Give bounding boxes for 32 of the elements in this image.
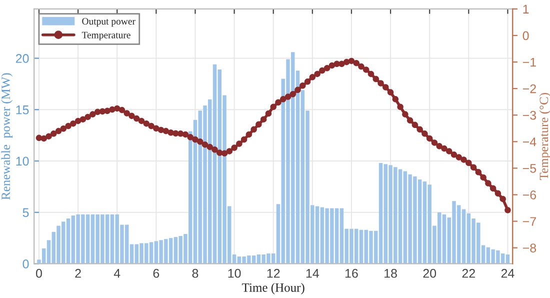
y2-tick-label: −6 xyxy=(522,190,536,200)
x-tick-label: 20 xyxy=(423,268,436,278)
y2-tick-label: −1 xyxy=(522,58,536,67)
y2-tick-label: −8 xyxy=(522,244,536,252)
y2-tick-label: 1 xyxy=(523,4,529,14)
y-axis-title: Renewable power (MW) xyxy=(1,73,13,200)
legend-label: Temperature xyxy=(82,32,130,40)
y-tick-label: 10 xyxy=(16,156,29,166)
y2-tick-label: −2 xyxy=(522,84,536,94)
x-axis-title: Time (Hour) xyxy=(242,283,304,294)
y2-tick-label: −4 xyxy=(522,138,536,146)
x-tick-label: 4 xyxy=(114,269,120,278)
x-tick-label: 8 xyxy=(192,268,198,278)
x-tick-label: 2 xyxy=(75,268,81,278)
x-tick-label: 14 xyxy=(306,269,319,278)
y-tick-label: 5 xyxy=(22,208,29,218)
x-tick-label: 0 xyxy=(36,268,42,278)
y2-tick-label: 0 xyxy=(522,31,529,40)
x-tick-label: 12 xyxy=(267,268,280,278)
y-tick-label: 0 xyxy=(22,260,29,268)
x-tick-label: 10 xyxy=(228,268,241,278)
x-tick-label: 18 xyxy=(384,268,397,278)
x-tick-label: 6 xyxy=(153,268,160,278)
y-tick-label: 20 xyxy=(16,54,29,63)
legend-label: Output power xyxy=(82,18,136,27)
x-tick-label: 16 xyxy=(345,268,358,278)
y-tick-label: 15 xyxy=(16,106,29,114)
x-tick-label: 24 xyxy=(501,268,514,278)
y2-tick-label: −3 xyxy=(522,110,536,120)
y2-tick-label: −7 xyxy=(522,217,536,226)
x-tick-label: 22 xyxy=(462,268,475,278)
y2-tick-label: −5 xyxy=(522,164,536,173)
